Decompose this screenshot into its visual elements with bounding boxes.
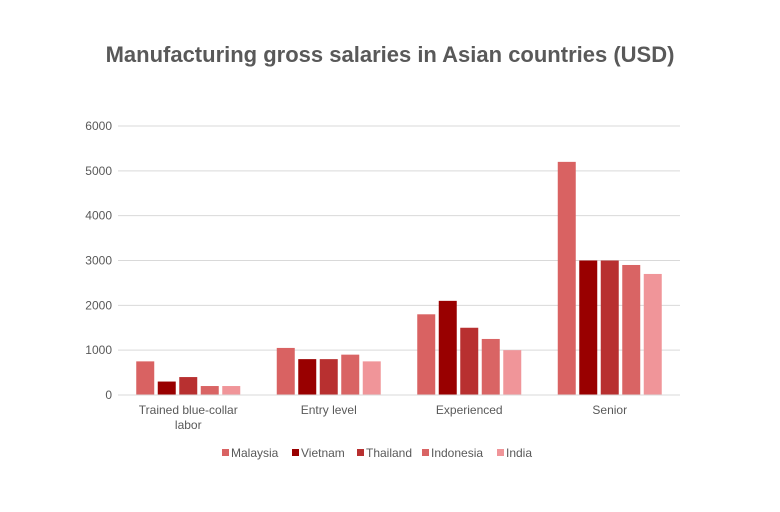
bar-vietnam — [298, 359, 317, 395]
x-tick-label: Trained blue-collar — [139, 403, 238, 417]
y-tick-label: 3000 — [85, 254, 112, 268]
bar-indonesia — [341, 354, 360, 395]
bar-malaysia — [276, 347, 295, 395]
bar-indonesia — [622, 264, 641, 395]
bar-india — [643, 273, 662, 395]
legend-swatch-malaysia — [222, 449, 229, 456]
y-tick-label: 6000 — [85, 119, 112, 133]
y-tick-label: 5000 — [85, 164, 112, 178]
bar-vietnam — [579, 260, 598, 395]
legend-swatch-thailand — [357, 449, 364, 456]
bar-thailand — [319, 359, 338, 395]
x-tick-label: Senior — [592, 403, 627, 417]
x-tick-label: labor — [175, 418, 202, 432]
bar-malaysia — [136, 361, 155, 395]
bar-india — [362, 361, 381, 395]
bar-thailand — [179, 377, 198, 395]
legend-label: Thailand — [366, 446, 412, 460]
legend-label: Vietnam — [301, 446, 345, 460]
legend-swatch-indonesia — [422, 449, 429, 456]
legend-swatch-vietnam — [292, 449, 299, 456]
bar-vietnam — [438, 300, 457, 395]
y-tick-label: 1000 — [85, 343, 112, 357]
bar-indonesia — [481, 338, 500, 395]
bar-thailand — [460, 327, 479, 395]
legend-swatch-india — [497, 449, 504, 456]
bar-indonesia — [200, 386, 219, 395]
bar-thailand — [600, 260, 619, 395]
x-tick-label: Entry level — [301, 403, 357, 417]
y-tick-label: 4000 — [85, 209, 112, 223]
bar-malaysia — [417, 314, 436, 395]
bar-malaysia — [557, 161, 576, 395]
bar-vietnam — [157, 381, 176, 395]
legend-label: Indonesia — [431, 446, 483, 460]
x-tick-label: Experienced — [436, 403, 503, 417]
chart-title: Manufacturing gross salaries in Asian co… — [105, 42, 675, 67]
bar-india — [222, 386, 241, 395]
legend-label: India — [506, 446, 532, 460]
y-tick-label: 2000 — [85, 298, 112, 312]
bar-india — [503, 350, 522, 395]
y-tick-label: 0 — [105, 388, 112, 402]
legend-label: Malaysia — [231, 446, 279, 460]
